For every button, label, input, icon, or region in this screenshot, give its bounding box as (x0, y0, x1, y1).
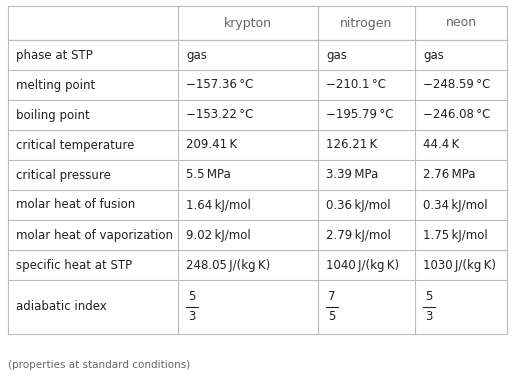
Text: 5: 5 (425, 291, 433, 303)
Text: 5.5 MPa: 5.5 MPa (186, 168, 231, 182)
Text: 0.36 kJ/mol: 0.36 kJ/mol (326, 198, 390, 211)
Text: molar heat of vaporization: molar heat of vaporization (16, 228, 173, 242)
Text: 209.41 K: 209.41 K (186, 138, 237, 152)
Text: 3.39 MPa: 3.39 MPa (326, 168, 378, 182)
Text: 1040 J/(kg K): 1040 J/(kg K) (326, 258, 399, 272)
Text: neon: neon (445, 16, 476, 30)
Text: 1.64 kJ/mol: 1.64 kJ/mol (186, 198, 251, 211)
Text: 3: 3 (425, 310, 433, 324)
Text: gas: gas (326, 48, 347, 62)
Text: 9.02 kJ/mol: 9.02 kJ/mol (186, 228, 251, 242)
Text: 44.4 K: 44.4 K (423, 138, 459, 152)
Text: 126.21 K: 126.21 K (326, 138, 377, 152)
Text: 1.75 kJ/mol: 1.75 kJ/mol (423, 228, 488, 242)
Text: 2.76 MPa: 2.76 MPa (423, 168, 475, 182)
Text: −248.59 °C: −248.59 °C (423, 78, 490, 92)
Text: −195.79 °C: −195.79 °C (326, 108, 393, 122)
Text: 3: 3 (188, 310, 196, 324)
Text: gas: gas (186, 48, 207, 62)
Text: melting point: melting point (16, 78, 95, 92)
Text: krypton: krypton (224, 16, 272, 30)
Text: 248.05 J/(kg K): 248.05 J/(kg K) (186, 258, 270, 272)
Text: nitrogen: nitrogen (340, 16, 392, 30)
Text: 0.34 kJ/mol: 0.34 kJ/mol (423, 198, 488, 211)
Text: phase at STP: phase at STP (16, 48, 93, 62)
Text: adiabatic index: adiabatic index (16, 300, 107, 313)
Text: critical temperature: critical temperature (16, 138, 134, 152)
Text: 5: 5 (329, 310, 336, 324)
Text: specific heat at STP: specific heat at STP (16, 258, 132, 272)
Text: 2.79 kJ/mol: 2.79 kJ/mol (326, 228, 391, 242)
Text: 1030 J/(kg K): 1030 J/(kg K) (423, 258, 496, 272)
Text: −153.22 °C: −153.22 °C (186, 108, 253, 122)
Text: molar heat of fusion: molar heat of fusion (16, 198, 135, 211)
Text: critical pressure: critical pressure (16, 168, 111, 182)
Text: (properties at standard conditions): (properties at standard conditions) (8, 360, 190, 370)
Text: −210.1 °C: −210.1 °C (326, 78, 386, 92)
Text: 7: 7 (328, 291, 336, 303)
Text: −157.36 °C: −157.36 °C (186, 78, 253, 92)
Text: −246.08 °C: −246.08 °C (423, 108, 490, 122)
Text: boiling point: boiling point (16, 108, 90, 122)
Text: 5: 5 (188, 291, 196, 303)
Text: gas: gas (423, 48, 444, 62)
